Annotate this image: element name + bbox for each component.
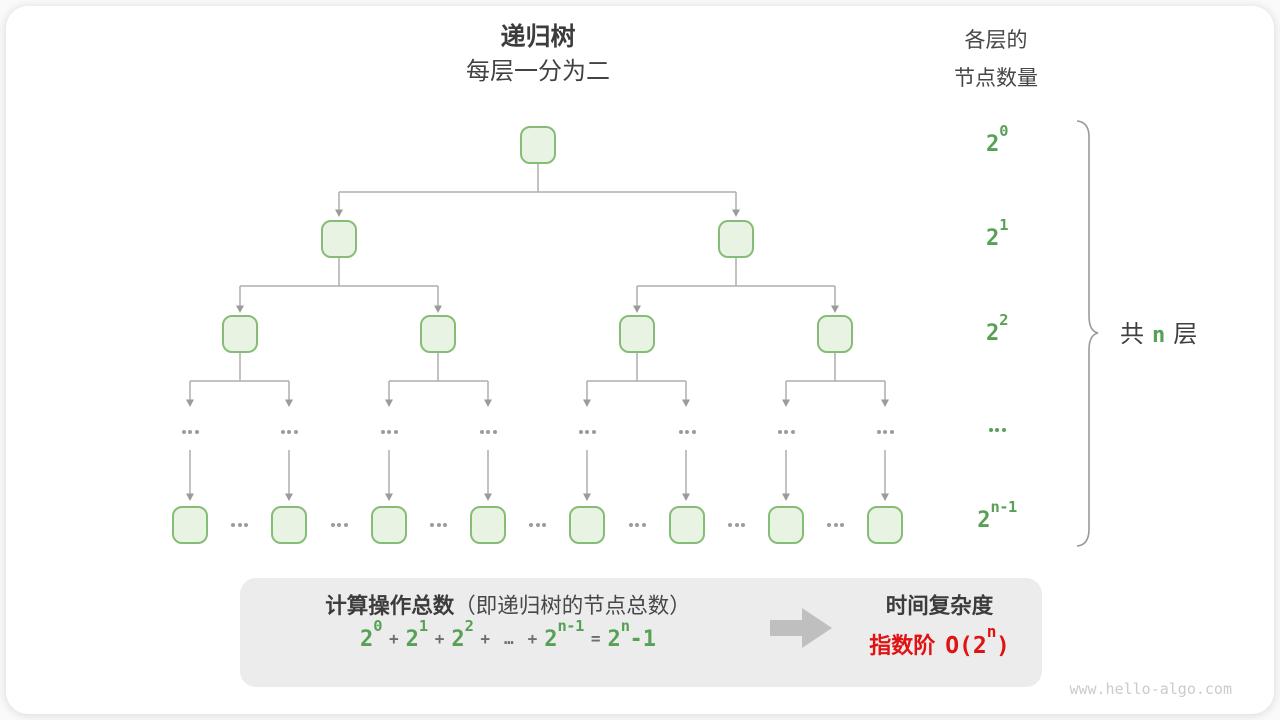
text-segment: + bbox=[434, 629, 445, 648]
text-segment: + bbox=[480, 629, 490, 648]
text-segment: ) bbox=[995, 633, 1010, 659]
text-segment: -1 bbox=[629, 627, 657, 652]
operations-block: 计算操作总数（即递归树的节点总数） 20 + 21 + 22 + … +2n-1 = 2n-1 bbox=[248, 591, 768, 652]
ellipsis bbox=[827, 523, 844, 527]
tree-node bbox=[321, 220, 357, 258]
ellipsis bbox=[280, 430, 298, 434]
tree-node bbox=[371, 506, 407, 544]
title-subtitle: 每层一分为二 bbox=[466, 58, 610, 85]
text-segment: 指数阶 bbox=[869, 633, 936, 658]
text-segment: 21 bbox=[405, 616, 429, 652]
tree-node bbox=[619, 315, 655, 353]
tree-node bbox=[172, 506, 208, 544]
layer-count-header-line1: 各层的 bbox=[964, 29, 1028, 52]
text-segment: 2n-1 bbox=[544, 616, 584, 652]
tree-node bbox=[669, 506, 705, 544]
tree-node bbox=[768, 506, 804, 544]
text-segment: … bbox=[504, 629, 514, 648]
ellipsis bbox=[728, 523, 745, 527]
ellipsis bbox=[628, 523, 646, 527]
ellipsis bbox=[529, 523, 546, 527]
watermark: www.hello-algo.com bbox=[1069, 680, 1232, 698]
text-segment: n bbox=[1152, 323, 1166, 348]
title-main: 递归树 bbox=[500, 23, 576, 51]
arrow-right-icon bbox=[770, 608, 832, 648]
figure-title: 递归树 每层一分为二 bbox=[378, 20, 698, 90]
layer-count-label: 21 bbox=[985, 215, 1009, 251]
tree-node bbox=[817, 315, 853, 353]
operations-title: 计算操作总数（即递归树的节点总数） bbox=[248, 591, 768, 621]
text-segment: 2n bbox=[607, 616, 630, 652]
complexity-block: 时间复杂度 指数阶 O(2n) bbox=[842, 591, 1037, 660]
ellipsis bbox=[430, 523, 447, 527]
text-segment: = bbox=[590, 629, 601, 648]
tree-node bbox=[271, 506, 307, 544]
tree-node bbox=[470, 506, 506, 544]
tree-node bbox=[569, 506, 605, 544]
layer-count-label: 20 bbox=[985, 121, 1009, 157]
ellipsis bbox=[231, 523, 248, 527]
text-segment: 20 bbox=[359, 616, 383, 652]
ellipsis bbox=[380, 430, 398, 434]
ellipsis bbox=[678, 430, 696, 434]
ellipsis bbox=[330, 523, 348, 527]
tree-node bbox=[222, 315, 258, 353]
tree-node bbox=[520, 126, 556, 164]
summary-box: 计算操作总数（即递归树的节点总数） 20 + 21 + 22 + … +2n-1 = 2n-1 时… bbox=[240, 578, 1042, 687]
tree-node bbox=[718, 220, 754, 258]
tree-node bbox=[420, 315, 456, 353]
text-segment: （即递归树的节点总数） bbox=[454, 594, 691, 618]
text-segment: 共 bbox=[1120, 321, 1144, 348]
tree-node bbox=[867, 506, 903, 544]
layer-label-ellipsis bbox=[988, 428, 1006, 432]
text-segment: + bbox=[527, 629, 538, 648]
text-segment: + bbox=[389, 629, 399, 648]
text-segment: 22 bbox=[451, 616, 474, 652]
text-segment: 计算操作总数 bbox=[325, 594, 455, 618]
text-segment: 层 bbox=[1173, 321, 1198, 348]
complexity-title: 时间复杂度 bbox=[885, 594, 994, 618]
layer-count-label: 2n-1 bbox=[977, 497, 1017, 533]
ellipsis bbox=[777, 430, 795, 434]
operations-formula: 20 + 21 + 22 + … +2n-1 = 2n-1 bbox=[248, 616, 768, 652]
layer-count-label: 22 bbox=[985, 310, 1009, 346]
ellipsis bbox=[479, 430, 497, 434]
layer-count-header-line2: 节点数量 bbox=[954, 67, 1038, 90]
layer-count-header: 各层的 节点数量 bbox=[921, 22, 1071, 98]
ellipsis bbox=[876, 430, 894, 434]
ellipsis bbox=[578, 430, 596, 434]
ellipsis bbox=[181, 430, 199, 434]
complexity-value: 指数阶 O(2n) bbox=[842, 622, 1037, 660]
text-segment: O(2n bbox=[945, 622, 996, 659]
